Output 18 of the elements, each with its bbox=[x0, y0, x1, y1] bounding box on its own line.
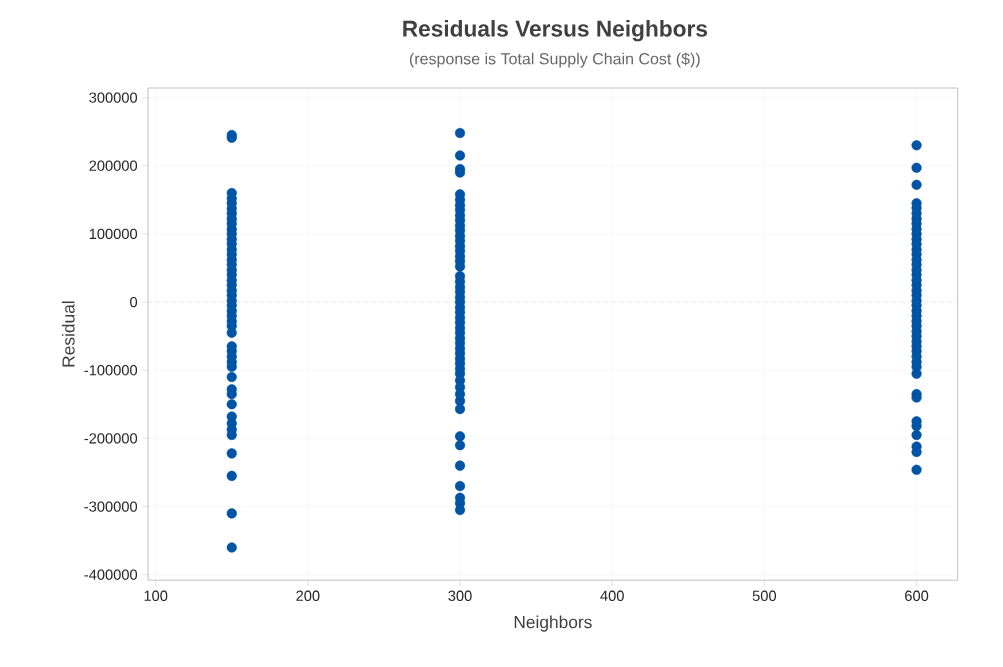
x-tick-label: 600 bbox=[905, 590, 929, 602]
y-tick-label: 100000 bbox=[89, 228, 138, 240]
y-tick-label: -300000 bbox=[84, 501, 138, 512]
y-tick-label: 0 bbox=[130, 296, 138, 308]
y-axis-title: Residual bbox=[61, 301, 75, 367]
x-tick-label: 400 bbox=[600, 590, 624, 602]
y-tick-label: 300000 bbox=[89, 92, 138, 103]
x-tick-label: 200 bbox=[296, 590, 320, 602]
y-tick-label: -400000 bbox=[84, 569, 138, 580]
x-tick-label: 500 bbox=[752, 590, 777, 602]
y-tick-label: -200000 bbox=[84, 433, 138, 444]
x-tick-label: 300 bbox=[448, 590, 472, 602]
x-axis-title: Neighbors bbox=[514, 615, 592, 632]
y-tick-label: -100000 bbox=[84, 365, 138, 376]
chart-title: Residuals Versus Neighbors bbox=[403, 20, 708, 42]
y-tick-label: 200000 bbox=[89, 160, 138, 171]
chart-subtitle: (response is Total Supply Chain Cost ($)) bbox=[409, 52, 700, 68]
x-tick-label: 100 bbox=[144, 590, 168, 602]
